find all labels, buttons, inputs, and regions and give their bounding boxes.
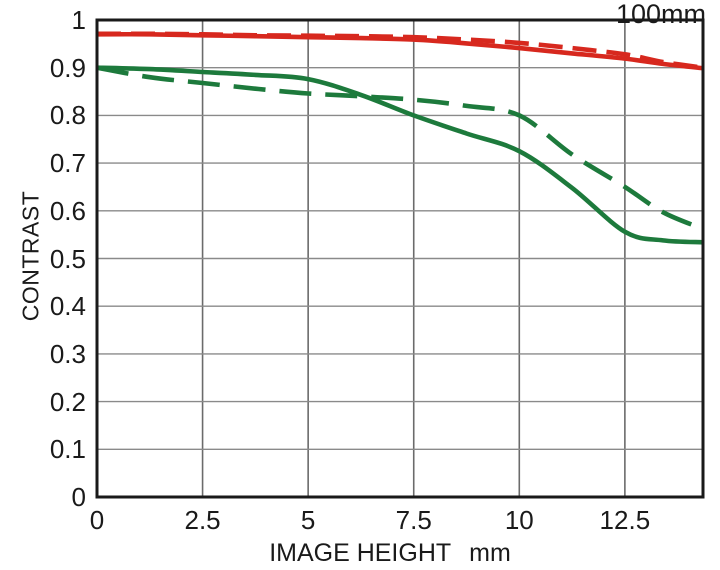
y-tick-label: 0.7 bbox=[49, 148, 86, 179]
series-red-dashed bbox=[97, 31, 704, 70]
x-tick-label: 12.5 bbox=[599, 505, 651, 535]
y-tick-label: 0.1 bbox=[49, 434, 86, 465]
y-tick-label: 0.8 bbox=[49, 100, 86, 131]
y-tick-label: 0.3 bbox=[49, 338, 86, 369]
series-green-dashed bbox=[96, 65, 704, 232]
x-axis-title: IMAGE HEIGHT mm bbox=[269, 541, 511, 566]
y-tick-label: 0.9 bbox=[49, 52, 86, 83]
y-tick-label: 0.6 bbox=[49, 195, 86, 226]
y-tick-label: 0.5 bbox=[49, 243, 86, 274]
x-tick-label: 5 bbox=[300, 505, 316, 535]
x-tick-label: 7.5 bbox=[395, 505, 432, 535]
x-tick-label: 10 bbox=[504, 505, 534, 535]
x-tick-label: 2.5 bbox=[184, 505, 221, 535]
plot-frame bbox=[95, 18, 705, 499]
series-lines bbox=[96, 31, 704, 245]
y-tick-label: 0.2 bbox=[49, 386, 86, 417]
series-green-solid bbox=[96, 65, 704, 245]
x-axis-title-text: IMAGE HEIGHT bbox=[269, 539, 452, 567]
x-tick-label: 0 bbox=[89, 505, 105, 535]
grid-lines bbox=[97, 20, 703, 497]
y-tick-label: 0.4 bbox=[49, 291, 86, 322]
focal-length-label: 100mm bbox=[615, 0, 706, 29]
y-tick-label: 1 bbox=[71, 5, 86, 35]
y-tick-label: 0 bbox=[71, 482, 86, 512]
x-axis-unit: mm bbox=[469, 539, 511, 567]
